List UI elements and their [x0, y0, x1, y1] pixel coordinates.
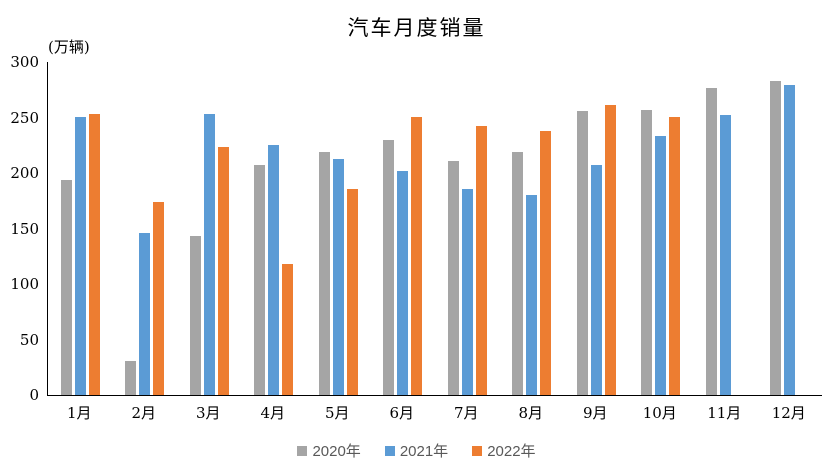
plot-area — [47, 62, 822, 396]
legend-label: 2020年 — [312, 443, 361, 460]
bar — [397, 171, 409, 395]
x-tick-label: 7月 — [453, 404, 479, 422]
bar-groups — [48, 62, 822, 395]
y-axis-unit-label: (万辆) — [48, 38, 90, 56]
y-tick-label: 250 — [10, 108, 39, 127]
bar — [576, 111, 588, 395]
legend: 2020年 2021年 2022年 — [0, 440, 833, 461]
bar — [332, 159, 344, 395]
bar — [461, 189, 473, 395]
bar — [784, 85, 796, 395]
bar — [125, 361, 137, 395]
x-tick-label: 8月 — [518, 404, 544, 422]
x-tick-label: 3月 — [195, 404, 221, 422]
bar-group — [306, 62, 371, 395]
bar-group — [435, 62, 500, 395]
y-tick-label: 150 — [10, 219, 39, 238]
bar — [590, 165, 602, 395]
legend-label: 2022年 — [487, 443, 536, 460]
bar — [346, 189, 358, 395]
bar — [189, 236, 201, 395]
legend-item: 2021年 — [384, 440, 449, 461]
legend-swatch-icon — [472, 445, 483, 456]
bar-group — [693, 62, 758, 395]
x-tick-label: 11月 — [707, 404, 742, 422]
bar — [60, 180, 72, 395]
y-tick-label: 0 — [29, 386, 39, 404]
bar — [282, 264, 294, 395]
bar — [655, 136, 667, 395]
x-tick-label: 4月 — [260, 404, 286, 422]
bar-group — [113, 62, 178, 395]
bar-group — [48, 62, 113, 395]
bar-group — [500, 62, 565, 395]
bar — [153, 202, 165, 395]
bar — [447, 161, 459, 395]
x-tick-label: 9月 — [582, 404, 608, 422]
bar — [383, 140, 395, 395]
x-tick-label: 6月 — [389, 404, 415, 422]
y-tick-label: 300 — [10, 53, 39, 71]
chart-title: 汽车月度销量 — [347, 16, 486, 40]
legend-item: 2020年 — [297, 440, 361, 461]
x-tick-label: 1月 — [66, 404, 92, 422]
bar-group — [758, 62, 823, 395]
bar — [526, 195, 538, 395]
x-tick-label: 5月 — [324, 404, 350, 422]
bar — [705, 88, 717, 395]
x-tick-label: 10月 — [642, 404, 677, 422]
bar — [512, 152, 524, 395]
bar-group — [371, 62, 436, 395]
y-tick-label: 50 — [19, 330, 39, 349]
bar — [475, 126, 487, 395]
bar — [669, 117, 681, 395]
bar — [217, 147, 229, 395]
bar-group — [629, 62, 694, 395]
bar — [88, 114, 100, 395]
bar — [74, 117, 86, 395]
y-tick-label: 100 — [10, 275, 39, 293]
bar — [770, 81, 782, 395]
bar — [139, 233, 151, 395]
x-tick-label: 2月 — [131, 404, 157, 422]
bar — [719, 115, 731, 395]
y-tick-label: 200 — [10, 164, 39, 182]
bar — [641, 110, 653, 395]
bar — [411, 117, 423, 395]
bar-group — [242, 62, 307, 395]
x-tick-label: 12月 — [771, 404, 806, 422]
bar-group — [564, 62, 629, 395]
legend-label: 2021年 — [399, 443, 449, 460]
bar — [540, 131, 552, 395]
bar — [254, 165, 266, 395]
y-axis-tick-labels: 0 50 100 150 200 250 300 — [0, 0, 40, 467]
bar — [203, 114, 215, 395]
bar — [604, 105, 616, 395]
bar — [268, 145, 280, 395]
legend-swatch-icon — [297, 445, 308, 456]
bar-group — [177, 62, 242, 395]
legend-swatch-icon — [384, 445, 395, 456]
legend-item: 2022年 — [472, 440, 536, 461]
bar — [318, 152, 330, 395]
